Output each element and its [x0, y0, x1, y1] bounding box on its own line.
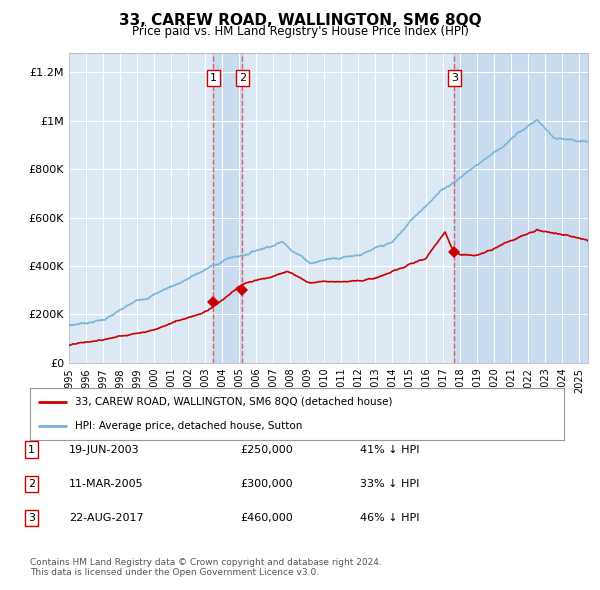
- Text: HPI: Average price, detached house, Sutton: HPI: Average price, detached house, Sutt…: [76, 421, 303, 431]
- Text: £460,000: £460,000: [240, 513, 293, 523]
- Text: 1: 1: [28, 445, 35, 454]
- Text: Price paid vs. HM Land Registry's House Price Index (HPI): Price paid vs. HM Land Registry's House …: [131, 25, 469, 38]
- Text: £250,000: £250,000: [240, 445, 293, 454]
- Text: 3: 3: [28, 513, 35, 523]
- Text: 11-MAR-2005: 11-MAR-2005: [69, 479, 143, 489]
- Text: Contains HM Land Registry data © Crown copyright and database right 2024.
This d: Contains HM Land Registry data © Crown c…: [30, 558, 382, 577]
- Text: £300,000: £300,000: [240, 479, 293, 489]
- Text: 41% ↓ HPI: 41% ↓ HPI: [360, 445, 419, 454]
- Text: 33, CAREW ROAD, WALLINGTON, SM6 8QQ (detached house): 33, CAREW ROAD, WALLINGTON, SM6 8QQ (det…: [76, 396, 393, 407]
- Text: 46% ↓ HPI: 46% ↓ HPI: [360, 513, 419, 523]
- Bar: [454, 53, 588, 363]
- Text: 2: 2: [239, 73, 246, 83]
- Text: 22-AUG-2017: 22-AUG-2017: [69, 513, 143, 523]
- Bar: [213, 53, 242, 363]
- Text: 33, CAREW ROAD, WALLINGTON, SM6 8QQ: 33, CAREW ROAD, WALLINGTON, SM6 8QQ: [119, 13, 481, 28]
- Text: 1: 1: [209, 73, 217, 83]
- Text: 33% ↓ HPI: 33% ↓ HPI: [360, 479, 419, 489]
- Text: 2: 2: [28, 479, 35, 489]
- Text: 3: 3: [451, 73, 458, 83]
- Text: 19-JUN-2003: 19-JUN-2003: [69, 445, 140, 454]
